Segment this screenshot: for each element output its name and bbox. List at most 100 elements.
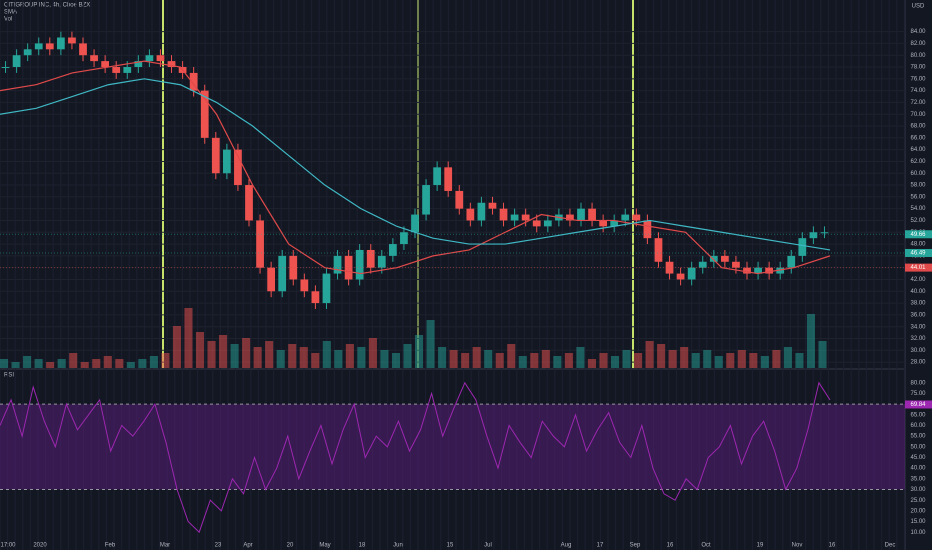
indicator-label: SMA — [4, 10, 17, 16]
x-tick-label: Oct — [701, 543, 711, 549]
volume-bar — [322, 341, 331, 368]
x-tick-label: May — [319, 543, 330, 549]
volume-bar — [334, 350, 343, 368]
x-tick-label: Aug — [561, 543, 572, 549]
candle — [510, 214, 519, 221]
candle — [809, 232, 818, 239]
volume-bar — [253, 347, 262, 368]
rsi-tick-label: 45.00 — [910, 455, 926, 461]
candle — [23, 49, 32, 56]
candle — [278, 255, 287, 292]
candle — [211, 137, 220, 174]
volume-bar — [299, 347, 308, 368]
candle — [543, 220, 552, 227]
y-tick-label: 58.00 — [910, 183, 926, 189]
volume-bar — [657, 344, 666, 368]
candle — [566, 214, 574, 221]
rsi-tick-label: 10.00 — [910, 530, 926, 536]
x-tick-label: 17:00 — [0, 543, 16, 549]
indicator-label: Vol — [4, 17, 12, 23]
volume-bar — [564, 353, 573, 368]
volume-bar — [11, 362, 20, 368]
candle — [256, 220, 264, 268]
volume-bar — [126, 362, 135, 368]
volume-bar — [783, 347, 792, 368]
candle — [499, 208, 508, 221]
candle — [377, 255, 386, 268]
y-tick-label: 52.00 — [910, 218, 926, 224]
y-tick-label: 66.00 — [910, 135, 926, 141]
candle — [200, 90, 209, 138]
volume-bar — [207, 341, 216, 368]
candle — [267, 267, 276, 292]
volume-bar — [680, 347, 689, 368]
y-tick-label: 48.00 — [910, 242, 926, 248]
volume-bar — [818, 341, 827, 368]
candle — [787, 255, 796, 268]
volume-bar — [46, 362, 55, 368]
volume-bar — [507, 344, 516, 368]
y-tick-label: 54.00 — [910, 206, 926, 212]
candle — [521, 214, 530, 221]
candle — [532, 220, 541, 227]
candle — [189, 72, 198, 91]
y-tick-label: 32.00 — [910, 336, 926, 342]
candle — [411, 214, 419, 233]
rsi-tick-label: 55.00 — [910, 434, 926, 440]
rsi-tick-label: 15.00 — [910, 519, 926, 525]
x-tick-label: Jul — [484, 543, 492, 549]
x-tick-label: Nov — [792, 543, 803, 549]
rsi-tag — [905, 400, 932, 409]
rsi-line — [0, 381, 831, 534]
volume-bar — [795, 353, 804, 368]
volume-bar — [34, 359, 43, 368]
x-tick-label: 20 — [287, 543, 294, 549]
candle — [599, 220, 608, 227]
volume-bar — [461, 353, 470, 368]
volume-bar — [103, 356, 112, 368]
volume-bar — [737, 350, 746, 368]
rsi-tick-label: 65.00 — [910, 412, 926, 418]
volume-bar — [449, 350, 458, 368]
x-tick-label: 2020 — [33, 543, 47, 549]
candle — [112, 67, 121, 73]
volume-bar — [610, 356, 620, 368]
volume-bar — [541, 350, 550, 368]
rsi-tick-label: 75.00 — [910, 391, 926, 397]
volume-bar — [806, 314, 816, 368]
y-tick-label: 74.00 — [910, 88, 926, 94]
candle — [433, 167, 442, 186]
rsi-tick-label: 25.00 — [910, 498, 926, 504]
volume-bar — [115, 359, 124, 368]
currency: USD — [912, 4, 925, 10]
volume-bar — [69, 353, 78, 368]
candle — [156, 55, 165, 62]
y-tick-label: 28.00 — [910, 360, 926, 366]
volume-bar — [587, 359, 596, 368]
volume-bar — [415, 335, 424, 368]
candle — [732, 261, 740, 268]
volume-bar — [668, 350, 677, 368]
volume-bar — [0, 359, 9, 368]
volume-bar — [345, 344, 354, 368]
rsi-band — [0, 404, 905, 490]
volume-bar — [138, 359, 147, 368]
volume-bar — [403, 344, 412, 368]
candle — [68, 37, 76, 44]
volume-bar — [714, 356, 723, 368]
volume-bar — [380, 350, 389, 368]
candle — [466, 208, 475, 221]
candle — [167, 61, 176, 68]
candle — [101, 61, 110, 68]
candle — [632, 214, 641, 221]
volume-bar — [576, 347, 585, 368]
volume-bar — [276, 350, 285, 368]
y-tick-label: 34.00 — [910, 324, 926, 330]
candle — [754, 267, 762, 274]
volume-bar — [368, 338, 377, 368]
volume-bar — [599, 353, 608, 368]
candle — [610, 220, 619, 227]
candle — [333, 255, 342, 274]
candle — [776, 267, 785, 274]
candle — [400, 232, 408, 245]
